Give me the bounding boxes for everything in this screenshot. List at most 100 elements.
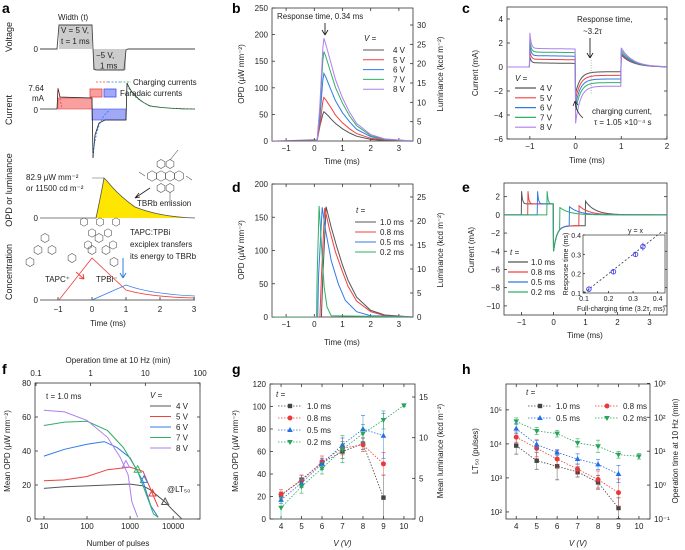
a-legend-faradaic-label: Faradaic currents — [120, 89, 182, 98]
e-x-axis-label: Time (ms) — [567, 331, 603, 340]
g-data-point — [339, 447, 346, 453]
b-x-tick-label: 1 — [340, 144, 345, 153]
g-data-point — [401, 403, 407, 409]
g-x-tick-label: 9 — [381, 522, 386, 531]
h-y2-tick-label: 10⁻¹ — [654, 515, 670, 524]
d-series-line-3 — [272, 205, 413, 317]
a-opd-zero-label: 0 — [34, 214, 39, 223]
h-x-tick-label: 9 — [616, 522, 621, 531]
d-legend-label: 0.5 ms — [380, 238, 404, 247]
a-row-label: Voltage — [4, 22, 14, 52]
e-y-tick-label: −2 — [491, 229, 501, 238]
a-faradaic-blue-area — [91, 108, 127, 121]
e-inset-x-axis-label: Full-charging time (3.2τ, ms) — [577, 306, 665, 313]
e-series-line-3 — [504, 191, 667, 252]
f-x-axis-label: Number of pulses — [87, 539, 150, 548]
a-positive-pulse-area — [59, 25, 92, 49]
h-y-tick-label: 10³ — [490, 474, 502, 483]
h-data-point — [595, 444, 601, 450]
g-y-tick-label: 100 — [253, 403, 267, 412]
f-y-tick-label: 80 — [22, 379, 31, 388]
a-tapc-ring-icon — [47, 245, 57, 255]
c-y-tick-label: 0 — [499, 63, 504, 72]
g-y-tick-label: 80 — [257, 425, 266, 434]
h-y2-tick-label: 10³ — [654, 379, 666, 388]
c-charging-arrow — [572, 100, 584, 119]
f-x2-tick-label: 0.1 — [30, 369, 42, 378]
g-y-tick-label: 120 — [253, 380, 267, 389]
d-x-tick-label: 2 — [368, 320, 373, 329]
a-pulse-on-label: t = 1 ms — [61, 37, 90, 46]
a-exciplex-label: its energy to TBRb — [130, 252, 197, 261]
e-inset-y-axis-label: Response time (ms) — [563, 233, 570, 296]
a-tpbi-ring-icon — [80, 217, 88, 227]
panel-label-e: e — [462, 179, 470, 195]
b-y-tick-label: 250 — [255, 4, 269, 13]
b-y-tick-label: 150 — [255, 57, 269, 66]
b-legend-label: 4 V — [393, 46, 406, 55]
e-y-tick-label: 2 — [496, 193, 501, 202]
d-y-tick-label: 200 — [255, 180, 269, 189]
c-y-tick-label: 4 — [499, 15, 504, 24]
b-legend-title: V = — [364, 34, 377, 43]
c-response-annotation: ~3.2τ — [583, 27, 603, 36]
g-legend-marker — [287, 415, 293, 421]
d-y-tick-label: 100 — [255, 247, 269, 256]
f-series-line-3 — [43, 420, 159, 518]
f-y-tick-label: 60 — [22, 413, 31, 422]
f-series-line-0 — [43, 483, 183, 519]
d-y2-tick-label: 20 — [417, 217, 426, 226]
g-y-tick-label: 20 — [257, 493, 266, 502]
d-y2-tick-label: 15 — [417, 241, 426, 250]
c-series-line-1 — [507, 50, 667, 100]
c-x-tick-label: −1 — [525, 142, 535, 151]
d-y2-tick-label: 25 — [417, 193, 426, 202]
b-y2-tick-label: 10 — [417, 98, 426, 107]
e-y-tick-label: −8 — [491, 284, 501, 293]
e-x-tick-label: 3 — [647, 318, 652, 327]
e-x-tick-label: 0 — [551, 318, 556, 327]
a-tpbi-concentration — [91, 284, 196, 301]
a-tapc-concentration — [58, 257, 196, 301]
h-y-tick-label: 10² — [490, 508, 502, 517]
b-y-axis-label: OPD (μW mm⁻²) — [237, 44, 246, 104]
a-pulse-on-label: V = 5 V, — [61, 26, 89, 35]
h-data-point — [534, 458, 539, 463]
c-x-axis-label: Time (ms) — [569, 156, 605, 165]
panel-label-h: h — [462, 361, 471, 377]
b-x-tick-label: 0 — [312, 144, 317, 153]
e-legend-label: 0.2 ms — [531, 288, 555, 297]
d-x-tick-label: 0 — [312, 320, 317, 329]
h-data-point — [554, 456, 560, 462]
a-tapc-ring-icon — [101, 245, 111, 255]
b-series-line-4 — [272, 38, 413, 141]
e-inset-point — [640, 243, 646, 250]
c-legend-label: 4 V — [540, 84, 553, 93]
a-x-tick-label: −1 — [53, 305, 63, 314]
g-legend-title: t = — [276, 390, 285, 399]
d-series-line-1 — [272, 207, 413, 317]
b-x-axis-label: Time (ms) — [324, 157, 360, 166]
d-x-tick-label: 3 — [397, 320, 402, 329]
h-legend-marker — [604, 403, 610, 409]
h-series-line-2 — [515, 428, 619, 475]
a-pulse-off-label: 1 ms — [100, 62, 117, 71]
h-legend-marker — [537, 415, 543, 420]
g-data-point — [360, 431, 366, 437]
g-y-axis-label: Mean OPD (μW mm⁻²) — [231, 410, 240, 492]
b-legend-label: 5 V — [393, 56, 406, 65]
g-legend-marker — [287, 403, 293, 409]
b-series-line-2 — [272, 71, 413, 141]
a-x-tick-label: 2 — [158, 305, 163, 314]
a-pulse-off-label: −5 V, — [96, 51, 114, 60]
a-tbrb-phenyl-icon — [156, 183, 166, 193]
e-legend-title: t = — [510, 248, 519, 257]
a-tapc-ring-icon — [109, 257, 119, 267]
b-y-tick-label: 50 — [259, 110, 268, 119]
h-legend-label: 1.0 ms — [556, 402, 580, 411]
e-y-tick-label: −4 — [491, 247, 501, 256]
g-data-point — [380, 432, 387, 438]
h-x-tick-label: 10 — [635, 522, 644, 531]
g-data-point — [381, 495, 386, 500]
d-y-tick-label: 0 — [264, 313, 269, 322]
